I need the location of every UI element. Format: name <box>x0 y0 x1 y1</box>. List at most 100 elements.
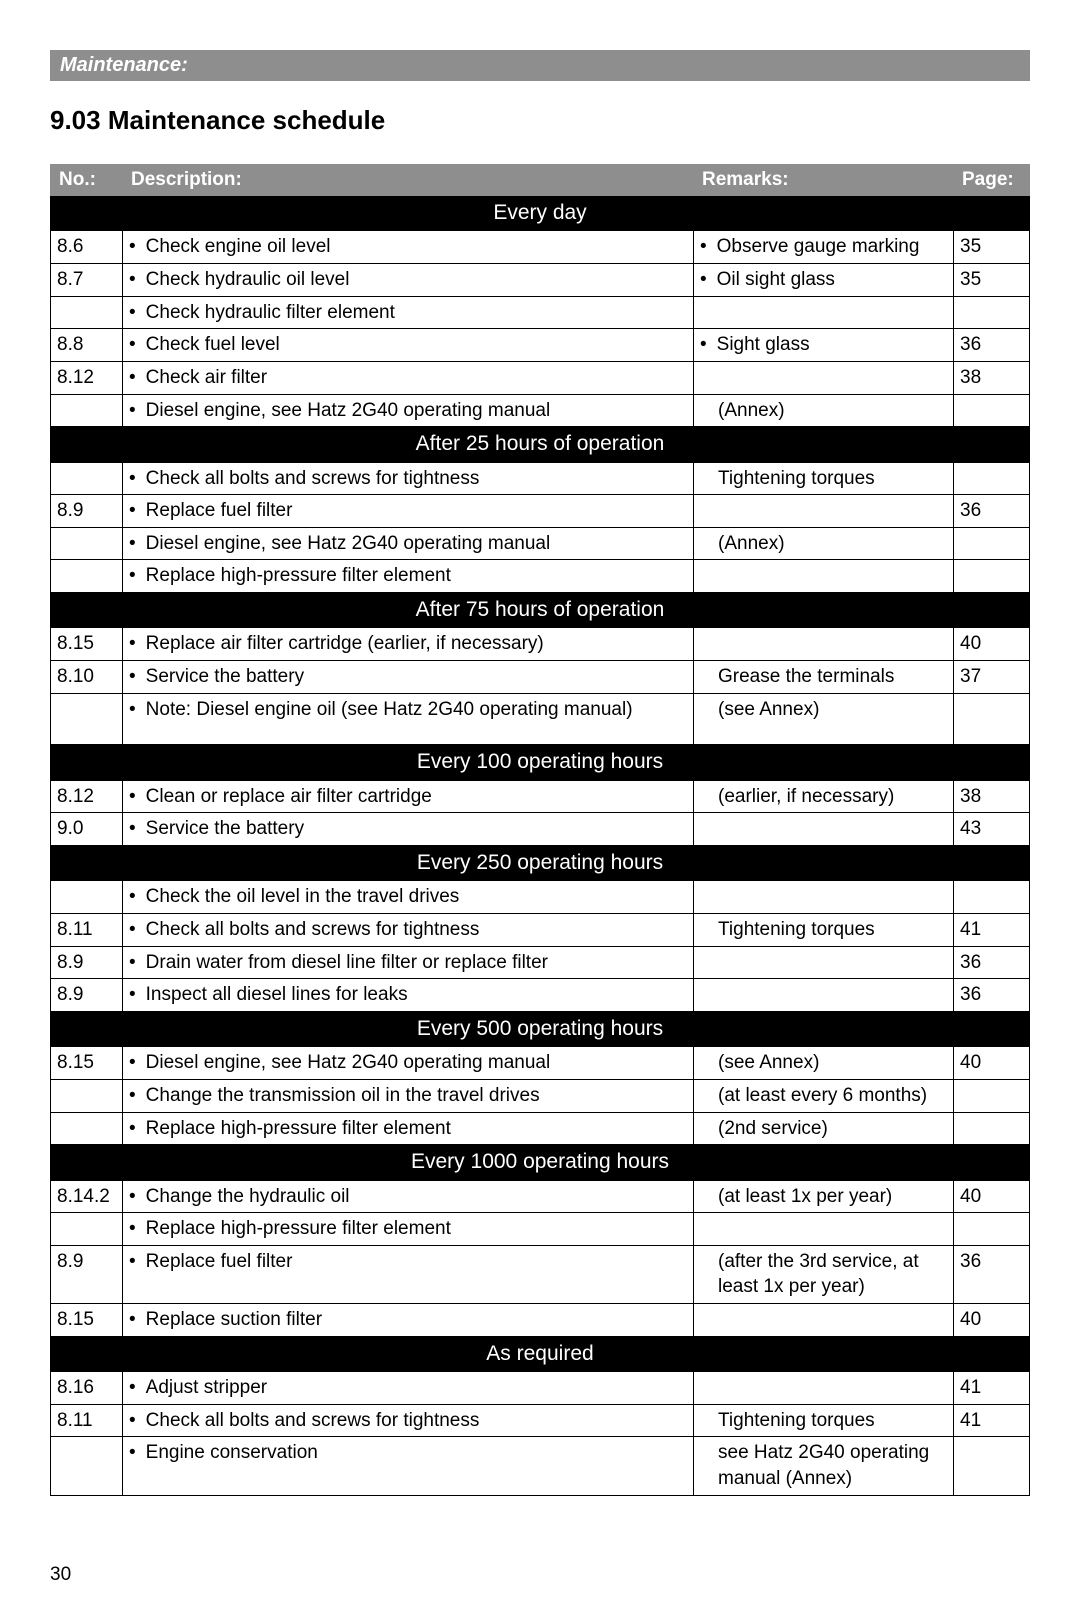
cell-remarks <box>694 1372 954 1405</box>
section-title-cell: Every 100 operating hours <box>51 745 1030 780</box>
cell-desc: Check the oil level in the travel drives <box>123 881 694 914</box>
cell-page: 36 <box>954 495 1030 528</box>
cell-remarks-text: Observe gauge marking <box>717 234 920 260</box>
cell-remarks <box>694 361 954 394</box>
cell-page: 38 <box>954 780 1030 813</box>
cell-desc-text: Check all bolts and screws for tightness <box>146 466 480 492</box>
cell-remarks <box>694 979 954 1012</box>
cell-desc-text: Check the oil level in the travel drives <box>146 884 460 910</box>
cell-page <box>954 527 1030 560</box>
cell-desc-text: Note: Diesel engine oil (see Hatz 2G40 o… <box>146 697 633 723</box>
page: Maintenance: 9.03 Maintenance schedule N… <box>0 0 1080 1616</box>
cell-page: 40 <box>954 1304 1030 1337</box>
cell-remarks: (see Annex) <box>694 693 954 745</box>
table-row: 8.12 Clean or replace air filter cartridg… <box>51 780 1030 813</box>
table-row: Change the transmission oil in the trave… <box>51 1079 1030 1112</box>
cell-remarks <box>694 1304 954 1337</box>
section-title-cell: After 25 hours of operation <box>51 427 1030 462</box>
cell-page: 40 <box>954 628 1030 661</box>
cell-desc: Check fuel level <box>123 329 694 362</box>
section-title-cell: After 75 hours of operation <box>51 593 1030 628</box>
cell-desc-text: Change the hydraulic oil <box>146 1184 350 1210</box>
cell-desc: Check all bolts and screws for tightness <box>123 1404 694 1437</box>
cell-page: 41 <box>954 1404 1030 1437</box>
cell-desc-text: Diesel engine, see Hatz 2G40 operating m… <box>146 1050 551 1076</box>
cell-no: 8.12 <box>51 780 123 813</box>
cell-desc-text: Check hydraulic filter element <box>146 300 395 326</box>
cell-desc-text: Engine conservation <box>146 1440 318 1466</box>
cell-remarks: (after the 3rd service, at least 1x per … <box>694 1245 954 1303</box>
table-row: 8.11Check all bolts and screws for tight… <box>51 913 1030 946</box>
cell-desc-text: Replace fuel filter <box>146 1249 293 1275</box>
cell-no: 9.0 <box>51 813 123 846</box>
cell-desc: Check hydraulic filter element <box>123 296 694 329</box>
cell-desc-text: Check all bolts and screws for tightness <box>146 1408 480 1434</box>
cell-remarks <box>694 495 954 528</box>
cell-desc: Replace high-pressure filter element <box>123 560 694 593</box>
cell-page: 35 <box>954 231 1030 264</box>
cell-remarks-text: (Annex) <box>718 398 785 424</box>
cell-desc: Note: Diesel engine oil (see Hatz 2G40 o… <box>123 693 694 745</box>
cell-desc: Change the transmission oil in the trave… <box>123 1079 694 1112</box>
cell-remarks-text: (Annex) <box>718 531 785 557</box>
cell-page: 36 <box>954 1245 1030 1303</box>
table-row: 8.15Diesel engine, see Hatz 2G40 operati… <box>51 1047 1030 1080</box>
cell-page: 36 <box>954 979 1030 1012</box>
cell-remarks-text: (earlier, if necessary) <box>718 784 894 810</box>
cell-remarks <box>694 628 954 661</box>
cell-no: 8.7 <box>51 263 123 296</box>
cell-desc: Adjust stripper <box>123 1372 694 1405</box>
table-row: 8.9Drain water from diesel line filter o… <box>51 946 1030 979</box>
cell-desc-text: Drain water from diesel line filter or r… <box>146 950 548 976</box>
section-row: After 25 hours of operation <box>51 427 1030 462</box>
table-row: Replace high-pressure filter element <box>51 1213 1030 1246</box>
cell-remarks: (at least 1x per year) <box>694 1180 954 1213</box>
cell-remarks: (see Annex) <box>694 1047 954 1080</box>
cell-no: 8.9 <box>51 1245 123 1303</box>
cell-desc-text: Replace suction filter <box>146 1307 322 1333</box>
cell-remarks <box>694 946 954 979</box>
cell-desc-text: Check all bolts and screws for tightness <box>146 917 480 943</box>
cell-page: 41 <box>954 913 1030 946</box>
col-header-desc: Description: <box>123 165 694 196</box>
table-row: Check all bolts and screws for tightness… <box>51 462 1030 495</box>
cell-desc: Diesel engine, see Hatz 2G40 operating m… <box>123 394 694 427</box>
cell-desc: Replace fuel filter <box>123 1245 694 1303</box>
cell-remarks-text: (2nd service) <box>718 1116 828 1142</box>
cell-page <box>954 1079 1030 1112</box>
cell-desc: Check hydraulic oil level <box>123 263 694 296</box>
section-row: After 75 hours of operation <box>51 593 1030 628</box>
cell-no <box>51 1112 123 1145</box>
cell-desc: Replace fuel filter <box>123 495 694 528</box>
cell-no <box>51 527 123 560</box>
section-title-cell: Every 250 operating hours <box>51 845 1030 880</box>
cell-page: 36 <box>954 329 1030 362</box>
cell-page <box>954 881 1030 914</box>
section-row: Every day <box>51 196 1030 231</box>
cell-page <box>954 560 1030 593</box>
section-row: As required <box>51 1336 1030 1371</box>
table-row: 8.12Check air filter38 <box>51 361 1030 394</box>
table-row: Note: Diesel engine oil (see Hatz 2G40 o… <box>51 693 1030 745</box>
page-number: 30 <box>50 1564 1030 1586</box>
cell-no <box>51 1437 123 1495</box>
col-header-no: No.: <box>51 165 123 196</box>
cell-desc: Replace high-pressure filter element <box>123 1213 694 1246</box>
cell-desc-text: Adjust stripper <box>146 1375 267 1401</box>
cell-desc-text: Check engine oil level <box>146 234 331 260</box>
table-row: 8.15Replace air filter cartridge (earlie… <box>51 628 1030 661</box>
cell-page: 35 <box>954 263 1030 296</box>
cell-desc-text: Clean or replace air filter cartridge <box>146 784 432 810</box>
cell-remarks: Grease the terminals <box>694 661 954 694</box>
cell-desc: Check all bolts and screws for tightness <box>123 462 694 495</box>
cell-remarks-text: (after the 3rd service, at least 1x per … <box>718 1249 947 1300</box>
cell-desc-text: Inspect all diesel lines for leaks <box>146 982 408 1008</box>
cell-no: 8.6 <box>51 231 123 264</box>
section-title-cell: Every day <box>51 196 1030 231</box>
cell-remarks-text: (see Annex) <box>718 697 819 723</box>
cell-page <box>954 394 1030 427</box>
cell-remarks-text: see Hatz 2G40 operating manual (Annex) <box>718 1440 947 1491</box>
cell-desc: Service the battery <box>123 813 694 846</box>
cell-no <box>51 296 123 329</box>
cell-desc: Check engine oil level <box>123 231 694 264</box>
